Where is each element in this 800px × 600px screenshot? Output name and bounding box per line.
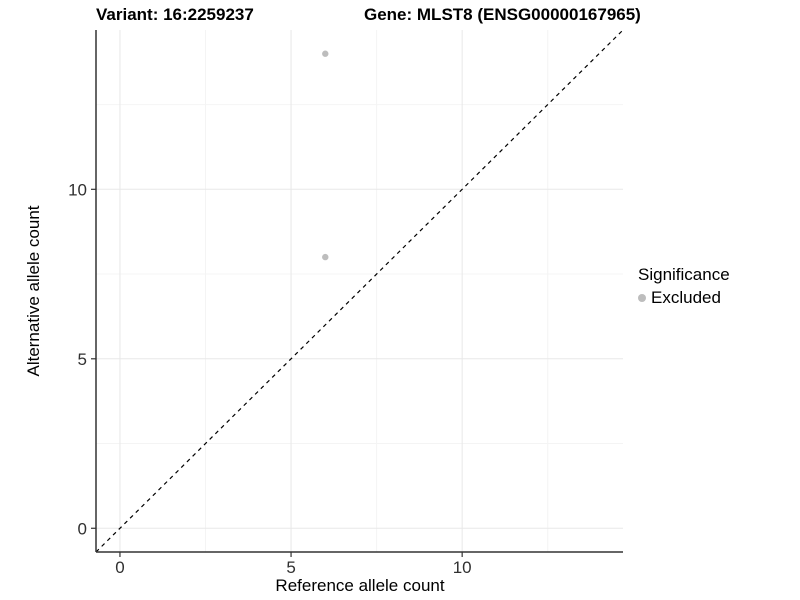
plot-title-gene: Gene: MLST8 (ENSG00000167965) <box>364 5 641 24</box>
legend-item-label: Excluded <box>651 288 721 307</box>
svg-text:10: 10 <box>68 180 87 199</box>
svg-text:0: 0 <box>115 558 124 577</box>
plot-title-variant: Variant: 16:2259237 <box>96 5 254 24</box>
x-axis-title: Reference allele count <box>275 576 445 595</box>
y-axis-title: Alternative allele count <box>24 205 43 377</box>
svg-text:5: 5 <box>286 558 295 577</box>
excluded-point-icon <box>638 294 646 302</box>
legend: Significance Excluded <box>638 265 730 308</box>
legend-item-excluded: Excluded <box>638 288 730 308</box>
svg-text:0: 0 <box>78 519 87 538</box>
legend-title: Significance <box>638 265 730 284</box>
svg-text:10: 10 <box>453 558 472 577</box>
svg-text:5: 5 <box>78 350 87 369</box>
